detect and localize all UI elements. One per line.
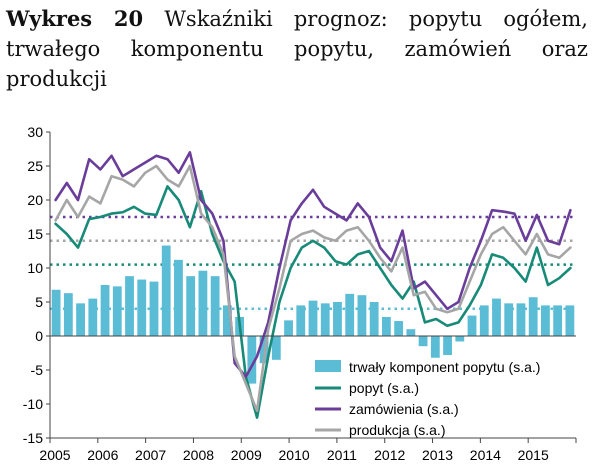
x-tick-label: 2012: [374, 447, 405, 463]
x-tick-label: 2011: [327, 447, 357, 463]
bar: [528, 297, 538, 336]
x-tick-label: 2007: [135, 447, 166, 463]
series-line: [54, 151, 572, 379]
y-tick-label: -5: [31, 362, 44, 378]
x-tick-label: 2005: [39, 447, 70, 463]
bar: [259, 336, 269, 364]
bar: [418, 336, 428, 347]
bar: [333, 302, 342, 336]
y-tick-label: -10: [23, 396, 43, 412]
bar: [284, 320, 293, 336]
y-tick-label: 15: [27, 226, 43, 242]
bar: [222, 305, 232, 336]
bar: [406, 329, 416, 336]
bar: [455, 336, 465, 342]
bar: [553, 305, 563, 336]
legend-label: zamówienia (s.a.): [349, 401, 459, 417]
bars: [51, 245, 575, 384]
bar: [100, 285, 110, 336]
lines: [54, 151, 572, 419]
y-tick-label: 20: [27, 192, 43, 208]
bar: [271, 336, 281, 360]
bar: [63, 293, 73, 336]
bar: [357, 295, 367, 336]
bar: [76, 303, 85, 336]
bar: [198, 270, 208, 336]
chart-caption: Wykres 20 Wskaźniki prognoz: popytu ogół…: [6, 4, 588, 94]
y-tick-label: 0: [35, 328, 43, 344]
legend-label: trwały komponent popytu (s.a.): [349, 359, 540, 375]
caption-text: Wskaźniki prognoz: popytu ogółem, trwałe…: [6, 7, 588, 91]
bar: [186, 276, 196, 336]
bar: [149, 281, 159, 336]
x-tick-label: 2008: [183, 447, 214, 463]
bar: [161, 245, 171, 336]
bar: [430, 336, 440, 358]
bar: [516, 303, 526, 336]
bar: [112, 286, 122, 336]
bar: [51, 289, 61, 336]
legend-label: produkcja (s.a.): [349, 422, 445, 438]
bar: [369, 302, 379, 336]
legend-swatch-bar: [315, 360, 341, 372]
bar: [467, 315, 477, 336]
y-tick-label: 10: [27, 260, 43, 276]
bar: [541, 305, 550, 336]
legend-label: popyt (s.a.): [349, 380, 419, 396]
y-tick-label: 30: [27, 124, 43, 140]
bar: [308, 300, 318, 336]
bar: [125, 276, 134, 336]
bar: [247, 336, 257, 384]
x-tick-label: 2009: [231, 447, 262, 463]
bar: [320, 303, 330, 336]
axes: -15 -10 -5 0 5 10 15 20 25 30 2005 2006 2007 2008 2009…: [23, 124, 577, 463]
x-tick-label: 2015: [518, 447, 549, 463]
x-tick-label: 2013: [422, 447, 453, 463]
y-tick-label: 25: [27, 158, 43, 174]
series-line: [54, 164, 572, 413]
bar: [137, 279, 147, 336]
y-tick-label: 5: [35, 294, 43, 310]
bar: [296, 305, 306, 336]
bar: [504, 303, 514, 336]
bar: [174, 259, 183, 336]
bar: [443, 336, 452, 356]
legend: trwały komponent popytu (s.a.) popyt (s.a…: [315, 359, 540, 438]
bar: [345, 293, 355, 336]
bar: [479, 305, 489, 336]
x-tick-label: 2006: [87, 447, 118, 463]
x-tick-label: 2014: [470, 447, 501, 463]
x-tick-label: 2010: [279, 447, 310, 463]
bar: [210, 276, 220, 336]
bar: [381, 316, 391, 336]
bar: [394, 321, 404, 336]
bar: [492, 298, 501, 336]
series-line: [54, 185, 572, 419]
bar: [88, 298, 98, 336]
caption-label: Wykres 20: [6, 6, 144, 31]
y-tick-label: -15: [23, 430, 43, 446]
bar: [565, 305, 575, 336]
